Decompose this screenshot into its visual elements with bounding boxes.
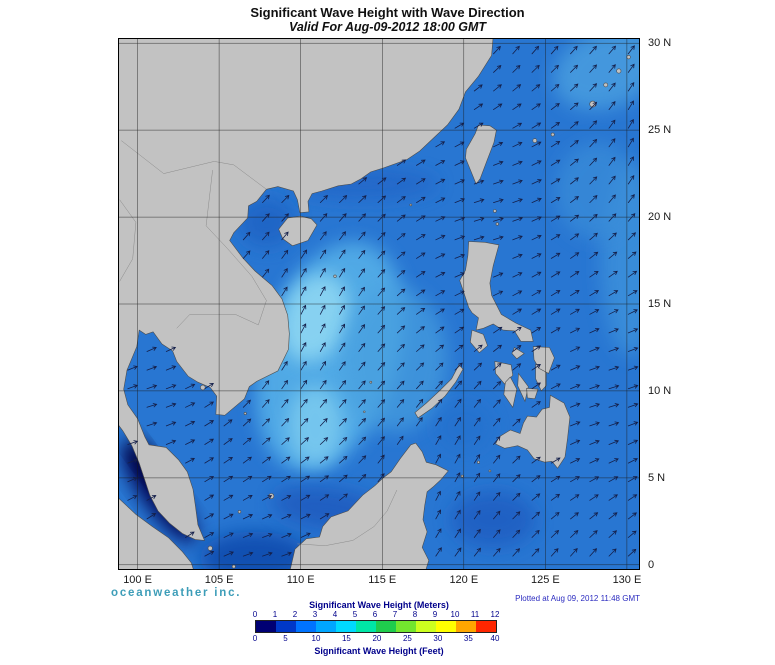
legend-feet-tick: 15 <box>341 634 351 643</box>
legend-meters-tick: 5 <box>352 610 358 619</box>
landmasses <box>118 38 631 570</box>
legend-color-segment <box>316 621 336 632</box>
legend-color-segment <box>336 621 356 632</box>
legend-color-segment <box>456 621 476 632</box>
lat-label: 20 N <box>648 211 672 224</box>
oceanweather-logo: oceanweather inc. <box>111 587 242 599</box>
lat-label: 10 N <box>648 384 672 397</box>
legend-meters-tick: 0 <box>252 610 258 619</box>
legend-meters-tick: 9 <box>432 610 438 619</box>
legend-meters-tick: 10 <box>450 610 460 619</box>
legend-meters-tick: 2 <box>292 610 298 619</box>
legend-color-segment <box>296 621 316 632</box>
lon-label: 120 E <box>449 574 479 586</box>
lon-label: 100 E <box>123 574 152 586</box>
grid-lines <box>118 38 640 570</box>
plotted-timestamp: Plotted at Aug 09, 2012 11:48 GMT <box>515 594 640 603</box>
legend-meters-tick: 4 <box>332 610 338 619</box>
lon-label: 115 E <box>368 574 397 586</box>
legend-meters-tick: 6 <box>372 610 378 619</box>
legend-color-segment <box>276 621 296 632</box>
legend-meters-tick: 1 <box>272 610 278 619</box>
wave-direction-arrows <box>127 45 639 557</box>
valid-time: Valid For Aug-09-2012 18:00 GMT <box>288 20 487 34</box>
legend-feet-tick: 20 <box>372 634 382 643</box>
map-border <box>118 38 640 570</box>
wave-height-field <box>121 38 640 570</box>
legend-meters-tick: 3 <box>312 610 318 619</box>
page-title: Significant Wave Height with Wave Direct… <box>250 5 525 20</box>
legend-feet-tick: 30 <box>433 634 443 643</box>
legend-meters-tick: 11 <box>470 610 480 619</box>
legend-feet-tick: 0 <box>252 634 258 643</box>
legend-meters-tick: 12 <box>490 610 500 619</box>
lon-label: 105 E <box>204 574 234 586</box>
lat-label: 30 N <box>648 37 672 50</box>
lat-label: 5 N <box>648 471 666 484</box>
legend-colorbar <box>255 620 497 633</box>
wave-map <box>118 38 640 570</box>
legend-meters-tick: 7 <box>392 610 398 619</box>
legend-meters-tick: 8 <box>412 610 418 619</box>
legend-color-segment <box>416 621 436 632</box>
legend-feet-tick: 5 <box>283 634 288 643</box>
lon-label: 110 E <box>286 574 315 586</box>
legend-color-segment <box>356 621 376 632</box>
country-borders <box>119 140 398 546</box>
lon-label: 125 E <box>531 574 560 586</box>
legend-feet-tick: 35 <box>463 634 473 643</box>
legend-feet-tick: 10 <box>311 634 321 643</box>
lat-label: 25 N <box>648 124 672 137</box>
lat-label: 15 N <box>648 298 672 310</box>
legend-color-segment <box>476 621 496 632</box>
legend-feet-tick: 40 <box>490 634 500 643</box>
lat-label: 0 <box>648 558 655 571</box>
legend-meters-label: Significant Wave Height (Meters) <box>309 600 449 610</box>
legend-feet-label: Significant Wave Height (Feet) <box>314 646 444 656</box>
legend-color-segment <box>436 621 456 632</box>
lon-label: 130 E <box>612 574 642 586</box>
legend-feet-tick: 25 <box>402 634 412 643</box>
legend-color-segment <box>396 621 416 632</box>
legend-color-segment <box>376 621 396 632</box>
legend-color-segment <box>256 621 276 632</box>
map-frame <box>118 38 640 570</box>
